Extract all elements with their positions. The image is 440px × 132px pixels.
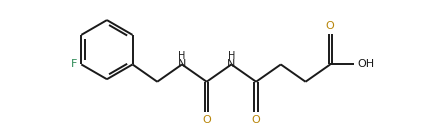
Text: O: O xyxy=(252,115,260,125)
Text: N: N xyxy=(227,59,235,69)
Text: O: O xyxy=(202,115,211,125)
Text: OH: OH xyxy=(358,59,375,69)
Text: N: N xyxy=(178,59,186,69)
Text: F: F xyxy=(71,59,77,69)
Text: H: H xyxy=(227,51,235,61)
Text: O: O xyxy=(326,21,334,31)
Text: H: H xyxy=(178,51,186,61)
